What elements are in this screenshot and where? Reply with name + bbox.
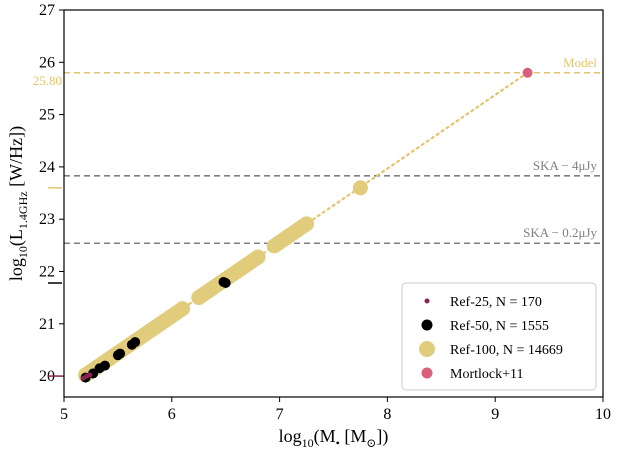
y-tick-label: 22 [39,263,55,280]
y-axis-ticks: 20 21 22 23 24 25 26 27 [39,2,64,385]
legend: Ref-25, N = 170 Ref-50, N = 1555 Ref-100, … [401,282,597,391]
y-tick-label: 23 [39,211,55,228]
data-points [78,67,533,383]
legend-label: Ref-50, N = 1555 [450,319,549,334]
legend-marker [421,319,433,331]
y-tick-label: 24 [39,159,55,176]
legend-marker [424,298,430,304]
legend-box [401,282,597,391]
y-tick-label: 20 [39,368,55,385]
legend-marker [419,341,435,357]
ref-100-point [175,301,191,317]
ref-50-point [220,277,231,288]
y-tick-label: 21 [39,316,55,333]
y-tick-label: 25 [39,107,55,124]
plot-frame [63,9,604,398]
x-tick-label: 5 [60,406,68,423]
legend-label: Ref-25, N = 170 [450,295,542,310]
reference-lines [64,71,603,245]
ref-100-point [250,249,266,265]
reference-line-label: Model [563,55,597,70]
x-axis-ticks: 5 6 7 8 9 10 [60,397,611,423]
reference-line-label: SKA − 4μJy [533,158,598,173]
reference-line-labels: Model 25.80 SKA − 4μJy SKA − 0.2μJy [33,55,598,240]
ref-100-point [352,180,368,196]
ref-100-point [299,216,315,232]
x-tick-label: 8 [383,406,391,423]
ref-50-point [115,348,126,359]
left-margin-marks [48,187,62,377]
mortlock-point [522,67,533,78]
reference-line-value: 25.80 [33,73,62,88]
ref-50-point [130,337,141,348]
reference-line-label: SKA − 0.2μJy [523,225,597,240]
y-tick-label: 26 [39,54,55,71]
x-tick-label: 7 [276,406,284,423]
x-tick-label: 10 [595,406,611,423]
ref-25-point [87,372,93,378]
legend-marker [421,367,433,379]
x-axis-title: log10(M• [M⊙]) [279,426,389,450]
x-tick-label: 6 [168,406,176,423]
x-tick-label: 9 [491,406,499,423]
legend-label: Ref-100, N = 14669 [450,343,563,358]
y-tick-label: 27 [39,2,55,19]
y-axis-title: log10(L1.4GHz [W/Hz]) [6,126,30,281]
ref-50-point [99,360,110,371]
legend-label: Mortlock+11 [450,367,523,382]
